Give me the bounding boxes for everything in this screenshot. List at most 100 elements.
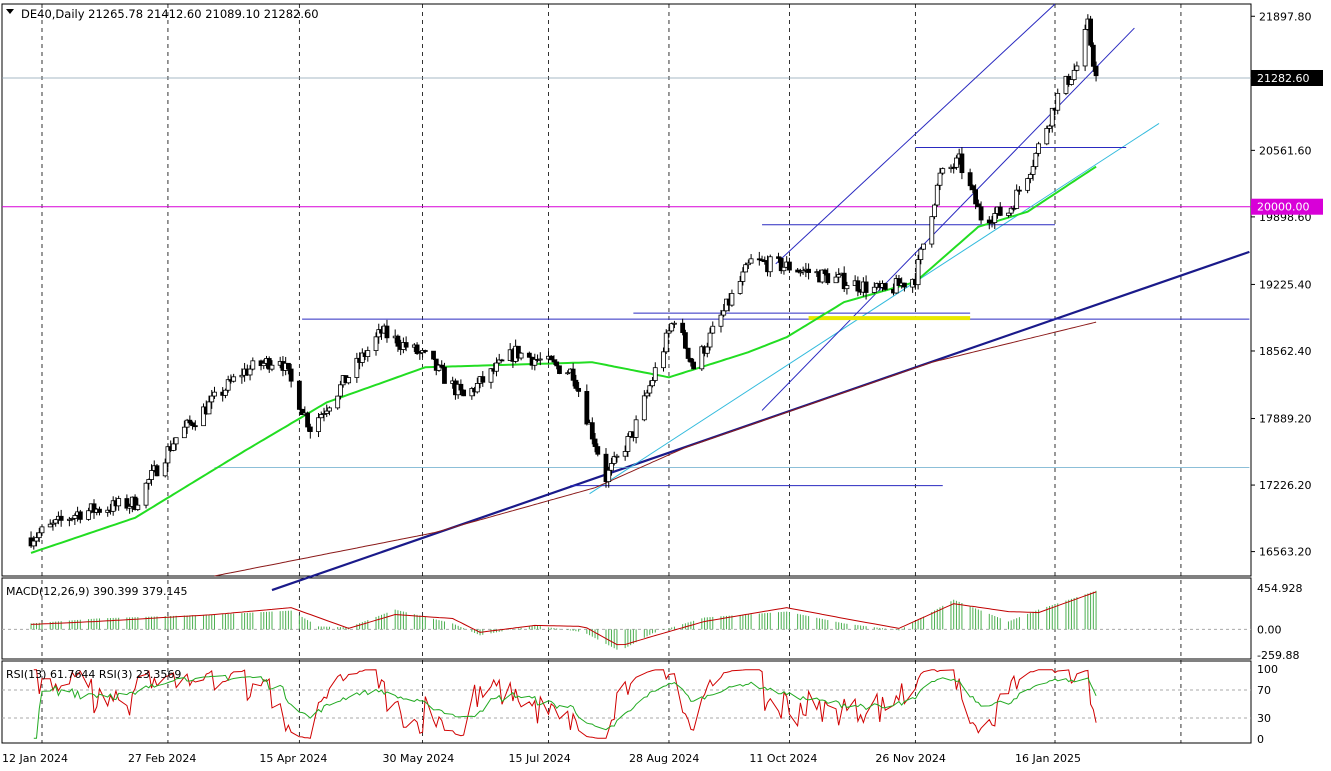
candle-body [666,330,672,334]
candlestick [989,215,995,228]
candle-body [499,359,505,362]
candle-body [833,276,839,284]
candlestick [365,346,371,362]
y-tick-label: 20561.60 [1259,144,1312,157]
candlestick [633,415,639,444]
candlestick [127,503,133,514]
candle-body [669,323,675,332]
candle-body [707,332,713,348]
candlestick [526,351,532,358]
candle-body [91,503,97,513]
candlestick [548,355,554,361]
candlesticks[interactable] [28,14,1099,550]
candlestick [532,353,538,371]
candle-body [187,419,193,424]
candle-body [1017,189,1022,192]
last-price-label: 21282.60 [1257,72,1310,85]
candlestick [882,282,888,291]
candle-body [921,243,926,250]
candle-body [954,157,959,168]
candle-body [688,358,694,363]
candle-body [718,314,724,327]
candlestick [743,262,749,273]
macd-signal-line [30,591,1097,646]
candlestick [1030,159,1036,181]
candlestick [1025,177,1031,194]
candlestick [844,281,850,295]
candle-body [882,283,888,290]
candle-body [1069,79,1074,85]
candlestick [666,326,672,338]
candle-body [970,185,976,191]
candlestick [496,353,502,365]
candlestick [269,360,275,372]
candlestick [403,336,409,352]
candlestick [132,494,138,511]
candle-body [641,395,647,421]
candle-body [896,278,902,286]
y-tick-label: 17889.20 [1259,413,1312,426]
candle-body [1044,127,1050,145]
rsi-y-label: 30 [1257,712,1271,725]
candlestick [1044,125,1050,146]
candlestick [72,513,78,526]
candlestick [685,347,691,362]
candle-body [526,352,532,358]
candlestick [967,168,973,191]
candlestick [710,321,716,334]
candle-body [537,358,543,361]
candlestick [187,415,193,425]
candlestick [201,403,206,427]
candlestick [417,351,423,360]
candlestick [69,517,75,522]
candle-body [518,352,524,359]
candle-body [69,518,75,520]
candlestick [116,495,122,511]
candle-body [967,172,973,187]
candle-body [39,526,45,534]
candle-body [1030,166,1036,175]
candle-body [384,325,390,339]
candlestick [149,464,154,486]
candlestick [86,507,91,521]
candlestick [97,506,102,516]
candlestick [551,355,557,365]
candle-body [299,408,305,416]
candlestick [1017,186,1022,195]
candlestick [641,390,647,422]
candle-body [721,310,727,316]
candlestick [644,389,650,399]
candlestick [781,266,787,275]
candlestick [1027,172,1033,184]
candlestick [250,357,256,371]
x-tick-label: 11 Oct 2024 [749,752,817,765]
candle-body [570,368,576,381]
candlestick [833,271,839,284]
candlestick [934,183,940,207]
candlestick [1047,124,1052,133]
candle-body [414,344,420,354]
y-tick-label: 19225.40 [1259,278,1312,291]
candle-body [1093,65,1099,77]
candlestick [135,498,141,512]
candlestick [316,412,321,438]
candle-body [1074,65,1080,71]
candlestick [474,377,480,394]
candle-body [685,347,691,359]
candle-body [934,184,940,206]
candle-body [338,384,343,397]
candlestick [34,532,39,547]
candlestick [395,334,401,352]
candlestick [1008,206,1014,216]
axes: 21897.8020561.6019898.6019225.4018562.40… [2,9,1323,765]
candlestick [841,266,847,293]
candlestick [806,263,811,280]
candle-body [532,359,538,366]
candlestick [836,268,842,283]
candlestick [929,216,935,248]
candle-body [209,395,215,403]
rsi-y-label: 100 [1257,663,1278,676]
candle-body [436,364,442,371]
candle-body [321,413,327,415]
